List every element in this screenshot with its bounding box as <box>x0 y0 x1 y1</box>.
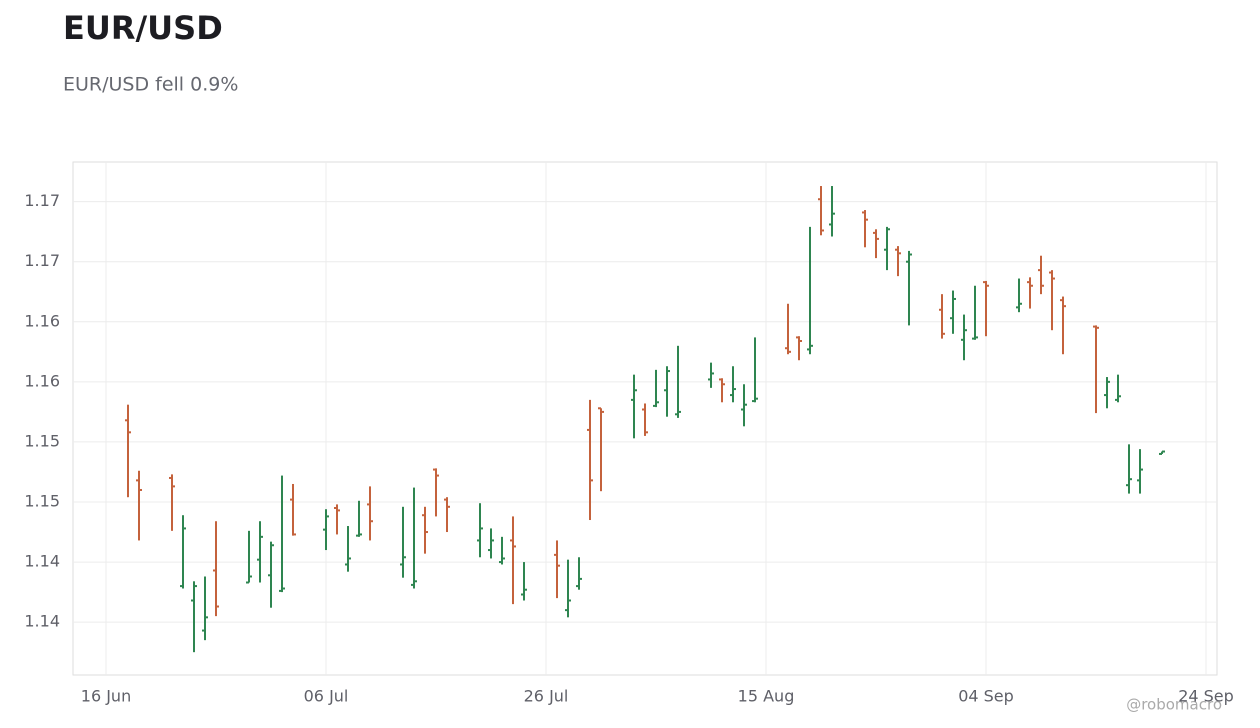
x-tick-label: 04 Sep <box>958 687 1014 706</box>
y-tick-label: 1.15 <box>24 491 60 510</box>
y-tick-label: 1.16 <box>24 311 60 330</box>
y-tick-label: 1.17 <box>24 191 60 210</box>
y-tick-label: 1.14 <box>24 612 60 631</box>
x-tick-label: 26 Jul <box>524 687 569 706</box>
y-tick-label: 1.15 <box>24 431 60 450</box>
x-tick-label: 06 Jul <box>304 687 349 706</box>
watermark: @robomacro <box>1126 696 1222 714</box>
chart-title: EUR/USD <box>63 9 223 47</box>
x-tick-label: 15 Aug <box>738 687 795 706</box>
plot-frame <box>72 161 1218 676</box>
x-tick-label: 24 Sep <box>1178 687 1234 706</box>
x-tick-label: 16 Jun <box>81 687 131 706</box>
y-tick-label: 1.16 <box>24 371 60 390</box>
chart-subtitle: EUR/USD fell 0.9% <box>63 74 238 96</box>
y-tick-label: 1.17 <box>24 251 60 270</box>
y-tick-label: 1.14 <box>24 552 60 571</box>
